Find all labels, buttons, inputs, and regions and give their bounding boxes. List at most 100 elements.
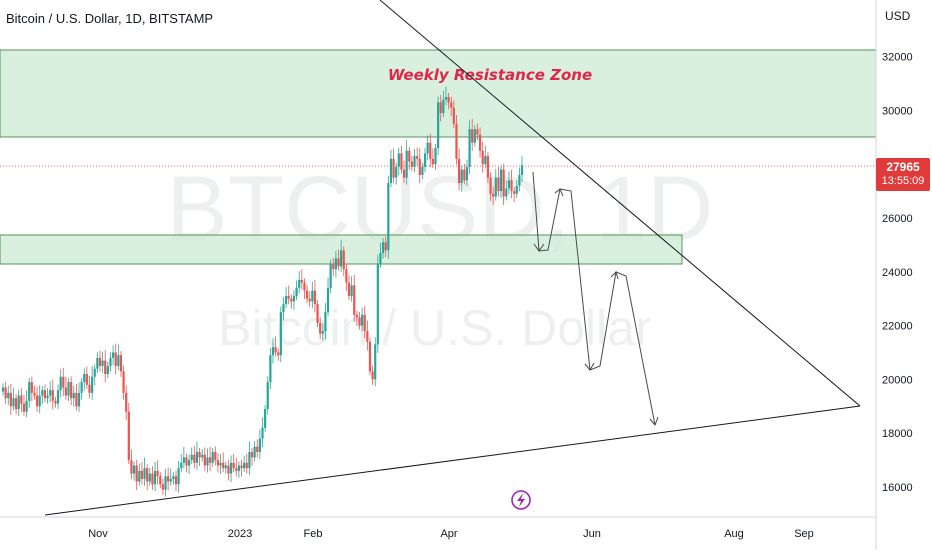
- candle-body: [494, 177, 497, 197]
- candle-body: [418, 158, 421, 175]
- candle-body: [182, 457, 185, 463]
- candles: [1, 86, 524, 497]
- candle-body: [426, 142, 429, 154]
- candle-body: [229, 462, 233, 474]
- candle-body: [277, 352, 280, 356]
- candle-body: [502, 169, 505, 197]
- candle-body: [98, 357, 102, 366]
- candle-body: [159, 476, 162, 485]
- x-tick-label: Jun: [583, 528, 601, 540]
- candle-body: [12, 398, 15, 407]
- projection-arrow-2: [554, 188, 564, 197]
- projection-arrow-4: [610, 271, 619, 280]
- candle-body: [282, 304, 285, 313]
- candle-body: [358, 317, 361, 326]
- candle-body: [211, 452, 214, 463]
- candle-body: [161, 484, 164, 490]
- last-price-value: 27965: [886, 160, 920, 174]
- candle-body: [198, 452, 201, 458]
- candle-body: [77, 392, 81, 407]
- candle-body: [70, 382, 73, 399]
- candle-body: [340, 250, 343, 267]
- candle-body: [397, 153, 400, 167]
- candle-body: [119, 355, 123, 372]
- candle-body: [345, 269, 348, 283]
- candle-body: [303, 282, 306, 291]
- candle-body: [484, 156, 487, 165]
- candle-body: [135, 465, 138, 482]
- currency-label[interactable]: USD: [885, 9, 911, 23]
- descending-trendline[interactable]: [379, 0, 861, 407]
- candle-body: [507, 180, 510, 189]
- candle-body: [93, 368, 96, 377]
- candle-body: [269, 355, 272, 383]
- y-tick-label: 16000: [882, 482, 913, 494]
- candle-body: [243, 462, 246, 469]
- candle-body: [222, 462, 225, 469]
- candle-body: [49, 390, 52, 396]
- resistance-zone-label: Weekly Resistance Zone: [388, 66, 592, 84]
- candle-body: [408, 150, 411, 162]
- candle-body: [140, 470, 144, 479]
- candle-body: [505, 188, 508, 197]
- ascending-trendline[interactable]: [44, 405, 861, 516]
- candle-body: [85, 374, 88, 385]
- y-axis-ticks: 1600018000200002200024000260002800030000…: [882, 52, 913, 494]
- candle-body: [91, 376, 94, 393]
- candle-body: [143, 468, 146, 479]
- y-tick-label: 32000: [882, 52, 913, 64]
- candle-body: [279, 312, 282, 356]
- last-price-tag: 27965 13:55:09: [876, 158, 930, 191]
- candle-body: [30, 382, 33, 393]
- candle-body: [17, 395, 20, 409]
- candle-body: [444, 96, 448, 100]
- candle-body: [489, 177, 492, 194]
- candle-body: [337, 258, 340, 267]
- candle-body: [62, 376, 65, 388]
- candle-body: [266, 382, 269, 409]
- candle-body: [46, 395, 49, 399]
- candle-body: [1, 387, 5, 392]
- candle-body: [132, 465, 136, 474]
- x-tick-label: Feb: [304, 528, 323, 540]
- x-tick-label: Nov: [88, 528, 108, 540]
- candle-body: [518, 174, 521, 186]
- candle-body: [478, 134, 482, 151]
- candle-body: [389, 158, 393, 184]
- y-tick-label: 30000: [882, 105, 913, 117]
- x-tick-label: Apr: [440, 528, 457, 540]
- candle-body: [9, 392, 12, 407]
- candle-body: [342, 250, 345, 270]
- candle-body: [216, 460, 220, 466]
- projection-path[interactable]: [532, 171, 656, 426]
- y-tick-label: 26000: [882, 213, 913, 225]
- symbol-title[interactable]: Bitcoin / U.S. Dollar, 1D, BITSTAMP: [6, 11, 214, 26]
- candle-body: [361, 314, 364, 326]
- candle-body: [201, 454, 204, 458]
- candle-body: [292, 296, 296, 302]
- candle-body: [208, 457, 212, 463]
- lightning-bolt-icon[interactable]: [511, 490, 531, 510]
- candle-body: [290, 298, 293, 302]
- candle-body: [109, 357, 112, 366]
- candle-body: [248, 452, 251, 469]
- candle-body: [146, 468, 149, 482]
- candle-body: [329, 263, 332, 288]
- candle-body: [431, 158, 434, 165]
- candle-body: [460, 169, 463, 184]
- candle-body: [452, 107, 455, 124]
- candle-body: [363, 314, 366, 331]
- candle-body: [33, 392, 36, 396]
- candle-body: [20, 395, 23, 404]
- candle-body: [481, 150, 484, 165]
- candle-body: [271, 347, 275, 356]
- candle-body: [468, 129, 471, 167]
- candle-body: [492, 193, 495, 197]
- candle-body: [368, 341, 372, 372]
- candle-body: [434, 148, 437, 165]
- candle-body: [188, 460, 191, 466]
- candle-body: [245, 462, 248, 469]
- candle-body: [353, 285, 356, 315]
